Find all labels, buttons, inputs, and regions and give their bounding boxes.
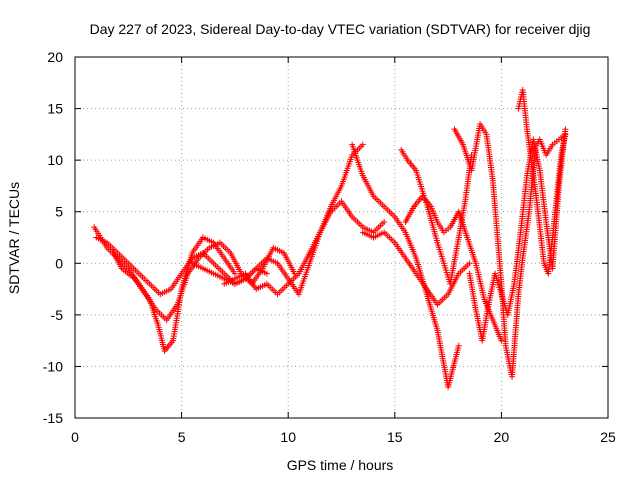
data-point: [381, 219, 388, 226]
y-tick-label: 10: [47, 152, 63, 168]
y-axis-label: SDTVAR / TECUs: [6, 182, 22, 294]
x-tick-label: 0: [71, 429, 79, 445]
x-tick-label: 20: [494, 429, 510, 445]
data-point: [359, 141, 366, 148]
chart-title: Day 227 of 2023, Sidereal Day-to-day VTE…: [90, 21, 591, 37]
x-tick-label: 5: [178, 429, 186, 445]
series-sat-m: [530, 131, 569, 158]
data-point: [562, 126, 569, 133]
data-point: [562, 131, 569, 138]
x-tick-label: 10: [280, 429, 296, 445]
data-point: [466, 260, 473, 267]
y-tick-label: 15: [47, 101, 63, 117]
series-sat-j: [451, 121, 539, 380]
series-sat-i: [402, 193, 505, 344]
series-sat-h: [398, 146, 475, 287]
x-tick-label: 25: [600, 429, 616, 445]
y-tick-label: 20: [47, 49, 63, 65]
x-axis-label: GPS time / hours: [287, 457, 394, 473]
series-sat-l: [515, 87, 569, 277]
data-point: [231, 270, 238, 277]
series-sat-e: [221, 198, 388, 298]
y-tick-label: -5: [51, 307, 64, 323]
data-point: [455, 342, 462, 349]
y-tick-label: 0: [55, 255, 63, 271]
y-tick-label: 5: [55, 204, 63, 220]
data-point: [498, 337, 505, 344]
y-tick-label: -15: [43, 410, 63, 426]
plot-frame: [74, 56, 609, 419]
axis-ticks: [74, 56, 609, 419]
data-point: [263, 270, 270, 277]
data-points: [91, 87, 569, 391]
series-sat-g: [359, 229, 473, 308]
y-tick-label: -10: [43, 358, 63, 374]
tick-labels: 0 5 10 15 20 25 -15 -10 -5 0 5 10 15 20: [43, 49, 616, 445]
x-tick-label: 15: [387, 429, 403, 445]
